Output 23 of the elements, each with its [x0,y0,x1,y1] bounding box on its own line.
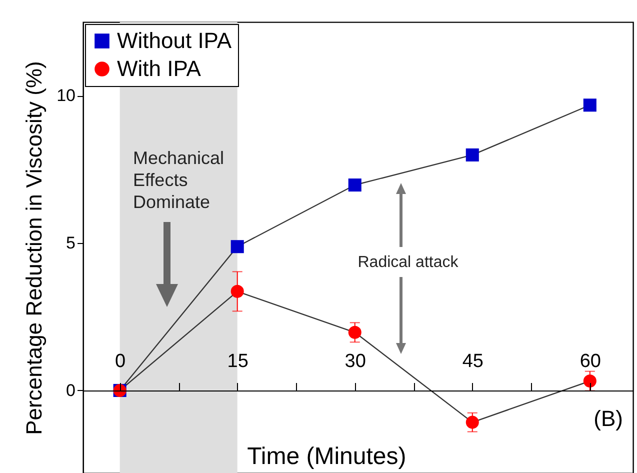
annotation: Mechanical Effects Dominate [133,148,224,212]
x-axis-title: Time (Minutes) [247,443,406,470]
legend-label: Without IPA [117,28,232,53]
x-tick-label: 30 [344,350,366,372]
x-tick-label: 0 [115,350,126,372]
point [583,374,596,388]
x-tick-label: 60 [580,350,601,372]
y-tick-label: 10 [56,86,76,106]
y-tick-label: 5 [66,234,76,253]
point [466,148,479,162]
annotation: Radical attack [358,254,460,271]
point [348,178,362,192]
point [583,98,596,112]
point [348,326,362,339]
point [230,284,244,298]
legend-label: With IPA [117,56,202,81]
point [230,240,244,254]
point [466,416,479,429]
annotation: (B) [594,406,623,431]
x-tick-label: 45 [462,350,484,372]
y-tick-label: 0 [66,380,76,400]
y-axis-title: Percentage Reduction in Viscosity (%) [22,61,47,435]
x-tick-label: 15 [227,350,248,372]
